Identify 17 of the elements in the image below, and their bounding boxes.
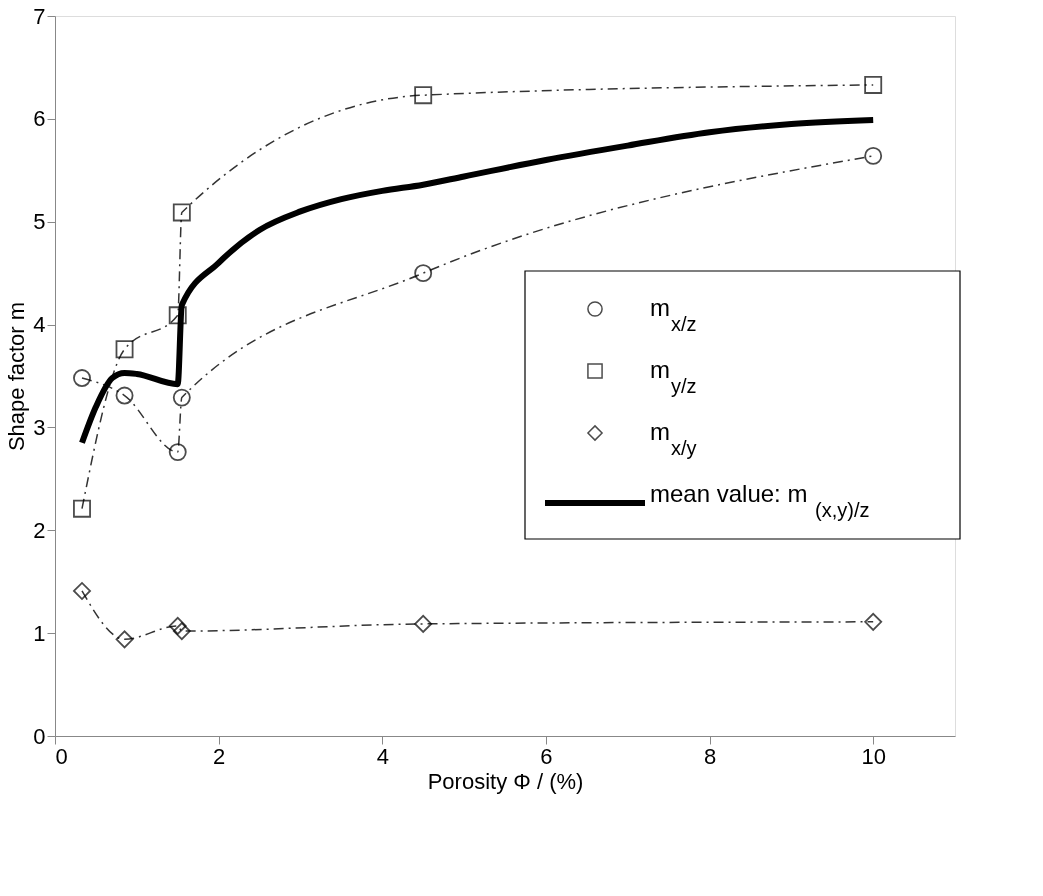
- y-tick-label: 7: [33, 3, 46, 29]
- y-tick-label: 6: [33, 106, 46, 132]
- y-axis-title: Shape factor m: [4, 301, 30, 452]
- y-tick-label: 3: [33, 414, 46, 440]
- x-tick-label: 6: [540, 743, 553, 769]
- x-tick-label: 4: [376, 743, 389, 769]
- y-tick-label: 4: [33, 312, 46, 338]
- y-tick-label: 0: [33, 723, 46, 749]
- x-tick-label: 2: [213, 743, 226, 769]
- x-tick-label: 10: [861, 743, 886, 769]
- x-tick-label: 0: [55, 743, 68, 769]
- y-tick-label: 2: [33, 517, 46, 543]
- y-tick-label: 5: [33, 209, 46, 235]
- x-axis-title: Porosity Φ / (%): [427, 768, 584, 794]
- legend-label: mean value: m(x,y)/z: [650, 480, 870, 521]
- y-tick-label: 1: [33, 620, 46, 646]
- x-tick-label: 8: [703, 743, 717, 769]
